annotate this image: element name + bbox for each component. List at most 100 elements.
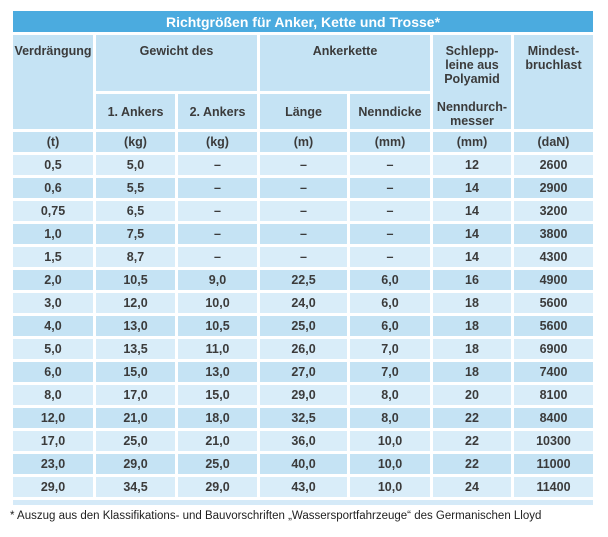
unit-breaking-load: (daN): [514, 132, 593, 152]
table-cell: –: [350, 155, 430, 175]
table-cell: 6900: [514, 339, 593, 359]
table-cell: 43,0: [260, 477, 347, 497]
table-cell: –: [350, 247, 430, 267]
table-cell: 0,75: [13, 201, 93, 221]
table-cell: –: [260, 178, 347, 198]
table-cell: 29,0: [178, 477, 257, 497]
table-cell: 18: [433, 293, 511, 313]
table-cell: 10,0: [350, 477, 430, 497]
table-cell: 13,0: [178, 362, 257, 382]
table-cell: –: [350, 178, 430, 198]
table-cell: 10,5: [96, 270, 175, 290]
header-weight-group: Gewicht des: [96, 35, 257, 91]
table-cell: 10,0: [350, 454, 430, 474]
table-cell: 3200: [514, 201, 593, 221]
table-cell: 1,0: [13, 224, 93, 244]
table-cell: 21,0: [96, 408, 175, 428]
header-towline: Schlepp- leine aus Polyamid Nenndurch- m…: [433, 35, 511, 129]
table-cell: 0,6: [13, 178, 93, 198]
table-cell: 10,0: [350, 431, 430, 451]
table-cell: 29,0: [13, 477, 93, 497]
table-cell: –: [178, 178, 257, 198]
table-cell: 2,0: [13, 270, 93, 290]
unit-anchor1: (kg): [96, 132, 175, 152]
table-cell: 34,5: [96, 477, 175, 497]
table-cell: 7,0: [350, 362, 430, 382]
table-cell: 7400: [514, 362, 593, 382]
table-cell: 7,0: [350, 339, 430, 359]
footnote: * Auszug aus den Klassifikations- und Ba…: [10, 510, 542, 522]
table-cell: 3800: [514, 224, 593, 244]
table-cell: –: [260, 155, 347, 175]
table-cell: 3,0: [13, 293, 93, 313]
header-displacement: Verdrängung: [13, 35, 93, 129]
unit-towline: (mm): [433, 132, 511, 152]
table-cell: 11000: [514, 454, 593, 474]
table-cell: 13,0: [96, 316, 175, 336]
table-cell: 12,0: [13, 408, 93, 428]
table-cell: 4300: [514, 247, 593, 267]
table-cell: 2900: [514, 178, 593, 198]
table-cell: –: [350, 201, 430, 221]
table-cell: 8,0: [350, 408, 430, 428]
table-cell: 25,0: [178, 454, 257, 474]
table-cell: 6,0: [13, 362, 93, 382]
table-cell: 5600: [514, 316, 593, 336]
anchor-chain-table: Richtgrößen für Anker, Kette und Trosse*…: [13, 11, 593, 505]
table-cell: 14: [433, 224, 511, 244]
table-cell: 22: [433, 454, 511, 474]
table-cell: 24,0: [260, 293, 347, 313]
table-cell: 25,0: [96, 431, 175, 451]
table-cell: 17,0: [13, 431, 93, 451]
header-length: Länge: [260, 94, 347, 129]
table-cell: 14: [433, 201, 511, 221]
unit-anchor2: (kg): [178, 132, 257, 152]
table-cell: 6,0: [350, 293, 430, 313]
table-cell: –: [350, 224, 430, 244]
table-cell: 17,0: [96, 385, 175, 405]
table-cell: –: [178, 201, 257, 221]
table-bottom-strip: [13, 500, 593, 505]
table-cell: 10,0: [178, 293, 257, 313]
table-cell: 10,5: [178, 316, 257, 336]
table-cell: 12,0: [96, 293, 175, 313]
table-cell: 18,0: [178, 408, 257, 428]
header-anchor2: 2. Ankers: [178, 94, 257, 129]
table-cell: 8,0: [13, 385, 93, 405]
table-cell: 11,0: [178, 339, 257, 359]
table-cell: 25,0: [260, 316, 347, 336]
table-cell: –: [260, 247, 347, 267]
table-cell: 23,0: [13, 454, 93, 474]
table-cell: 8,7: [96, 247, 175, 267]
table-cell: 24: [433, 477, 511, 497]
table-cell: 29,0: [96, 454, 175, 474]
table-cell: 22: [433, 431, 511, 451]
header-thickness: Nenndicke: [350, 94, 430, 129]
table-cell: 5,0: [13, 339, 93, 359]
table-cell: 29,0: [260, 385, 347, 405]
table-cell: 5600: [514, 293, 593, 313]
table-cell: 18: [433, 362, 511, 382]
table-cell: 18: [433, 339, 511, 359]
table-cell: 12: [433, 155, 511, 175]
header-anchor1: 1. Ankers: [96, 94, 175, 129]
table-cell: 15,0: [96, 362, 175, 382]
table-cell: 0,5: [13, 155, 93, 175]
table-cell: 8,0: [350, 385, 430, 405]
table-cell: –: [260, 201, 347, 221]
table-cell: –: [260, 224, 347, 244]
table-cell: 4,0: [13, 316, 93, 336]
table-cell: 8400: [514, 408, 593, 428]
table-cell: 36,0: [260, 431, 347, 451]
table-cell: 32,5: [260, 408, 347, 428]
table-title: Richtgrößen für Anker, Kette und Trosse*: [13, 11, 593, 32]
unit-thickness: (mm): [350, 132, 430, 152]
table-cell: 4900: [514, 270, 593, 290]
table-cell: –: [178, 247, 257, 267]
table-cell: 26,0: [260, 339, 347, 359]
table-cell: 6,0: [350, 270, 430, 290]
table-cell: 6,5: [96, 201, 175, 221]
table-cell: 16: [433, 270, 511, 290]
table-cell: 22: [433, 408, 511, 428]
unit-length: (m): [260, 132, 347, 152]
